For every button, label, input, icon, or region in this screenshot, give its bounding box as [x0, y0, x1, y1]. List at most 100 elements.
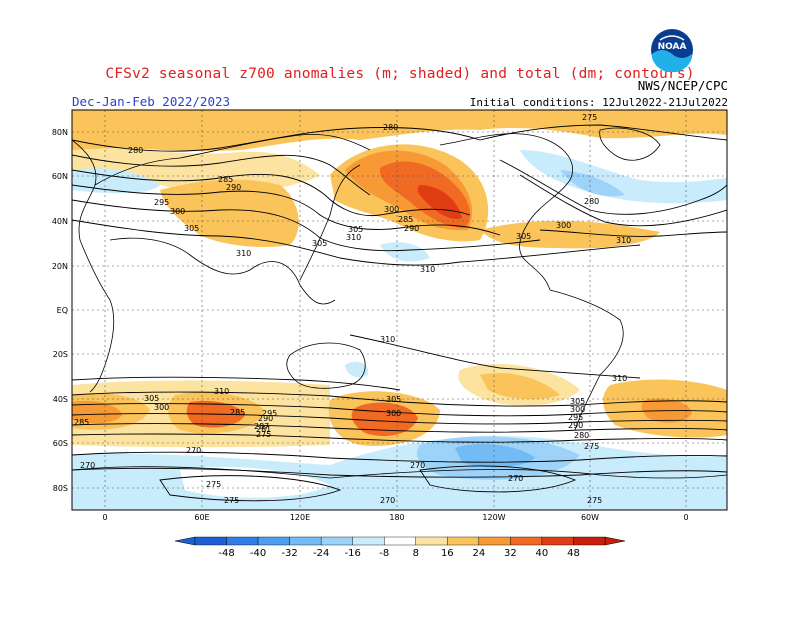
colorbar-segment: [510, 536, 543, 546]
contour-label: 290: [226, 183, 241, 192]
contour-north-3: [72, 169, 471, 217]
contour-label: 305: [516, 232, 531, 241]
colorbar-segment: [352, 536, 385, 546]
contour-label: 310: [214, 387, 229, 396]
contour-label: 310: [236, 249, 251, 258]
contour-label: 300: [386, 409, 401, 418]
contour-north-7: [479, 124, 727, 141]
contour-south-6: [72, 451, 727, 463]
contour-label: 295: [154, 198, 169, 207]
colorbar-tick-label: 8: [413, 548, 419, 559]
contour-labels: 280 280 285 290 295 300 305 310 305 310 …: [74, 113, 631, 505]
contour-north-4: [72, 184, 501, 236]
anomaly-south-indian-core: [72, 400, 122, 424]
colorbar-tick-label: 48: [567, 548, 580, 559]
lat-label: 20S: [53, 350, 68, 359]
map-frame: [71, 109, 728, 511]
initial-conditions-label: Initial conditions: 12Jul2022-21Jul2022: [469, 96, 728, 109]
anomaly-asia-band: [160, 179, 299, 247]
contour-north-1: [72, 127, 481, 152]
season-label: Dec-Jan-Feb 2022/2023: [72, 94, 231, 109]
anomaly-tropic-blue: [345, 361, 369, 378]
contour-label: 281: [256, 425, 271, 434]
anomaly-north-band: [72, 110, 727, 151]
contour-south-2: [72, 403, 727, 417]
contour-label: 310: [616, 236, 631, 245]
lon-label: 0: [102, 513, 107, 522]
lat-label: 80S: [53, 484, 68, 493]
colorbar-tick-label: 40: [536, 548, 549, 559]
contour-label: 295: [262, 409, 277, 418]
colorbar-segment: [194, 536, 227, 546]
contour-label: 300: [570, 405, 585, 414]
contour-label: 270: [80, 461, 95, 470]
coast-asia-south: [109, 237, 336, 305]
lon-label: 0: [683, 513, 688, 522]
lat-label: 40N: [52, 217, 68, 226]
lat-label: 60N: [52, 172, 68, 181]
contour-label: 275: [224, 496, 239, 505]
colorbar-tick-label: -24: [313, 548, 329, 559]
contour-south-5: [72, 433, 727, 443]
contour-label: 280: [584, 197, 599, 206]
coast-asia-east: [299, 164, 361, 281]
colorbar-tick-label: -32: [281, 548, 297, 559]
lon-label: 60W: [581, 513, 599, 522]
chart-title: CFSv2 seasonal z700 anomalies (m; shaded…: [105, 66, 695, 82]
contour-label: 305: [144, 394, 159, 403]
contour-label: 290: [258, 414, 273, 423]
colorbar-tick-label: 32: [504, 548, 517, 559]
contour-label: 287: [254, 422, 269, 431]
lat-axis: 80N 60N 40N 20N EQ 20S 40S 60S 80S: [52, 128, 68, 493]
contour-south-8: [159, 475, 342, 502]
colorbar-segment: [226, 536, 259, 546]
contour-label: 305: [386, 395, 401, 404]
coast-south-america: [549, 289, 624, 431]
contour-label: 280: [574, 431, 589, 440]
colorbar-segment: [257, 536, 290, 546]
coast-australia: [286, 342, 366, 389]
contour-south-1: [72, 391, 727, 407]
contour-label: 310: [612, 374, 627, 383]
colorbar-tick-label: 24: [472, 548, 485, 559]
contour-label: 275: [584, 442, 599, 451]
contour-label: 305: [348, 225, 363, 234]
contour-south-3: [72, 413, 727, 425]
contour-label: 270: [380, 496, 395, 505]
contour-label: 280: [383, 123, 398, 132]
contour-label: 270: [508, 474, 523, 483]
contour-label: 285: [230, 408, 245, 417]
coastlines: [72, 127, 727, 479]
colorbar-tick-label: -40: [250, 548, 266, 559]
noaa-logo: NOAA: [651, 29, 693, 72]
colorbar-segment: [384, 536, 416, 546]
contour-north-8: [499, 159, 727, 215]
anomaly-north-blue-canada: [560, 170, 625, 197]
contour-south-10: [72, 376, 401, 391]
graticule: [72, 110, 727, 510]
contour-north-2: [72, 154, 371, 196]
colorbar-segment: [447, 536, 480, 546]
contour-north-5: [72, 199, 541, 252]
contour-label: 305: [184, 224, 199, 233]
contour-label: 275: [206, 480, 221, 489]
contour-north-9: [519, 174, 727, 227]
anomaly-npac-blue: [380, 242, 430, 262]
lat-label: 60S: [53, 439, 68, 448]
contour-label: 300: [384, 205, 399, 214]
contour-label: 310: [346, 233, 361, 242]
contour-south-7: [72, 467, 727, 478]
colorbar-segment: [320, 536, 353, 546]
colorbar-tick-label: -48: [218, 548, 234, 559]
colorbar-segment: [415, 536, 448, 546]
contour-label: 300: [154, 403, 169, 412]
height-contours: [72, 124, 727, 502]
colorbar-tick-label: 16: [441, 548, 454, 559]
contour-label: 295: [568, 413, 583, 422]
contour-label: 290: [404, 224, 419, 233]
coast-greenland: [599, 127, 661, 161]
anomaly-south-atlantic: [480, 372, 560, 400]
coast-europe-asia-north: [94, 133, 371, 186]
coast-north-america: [439, 133, 573, 291]
